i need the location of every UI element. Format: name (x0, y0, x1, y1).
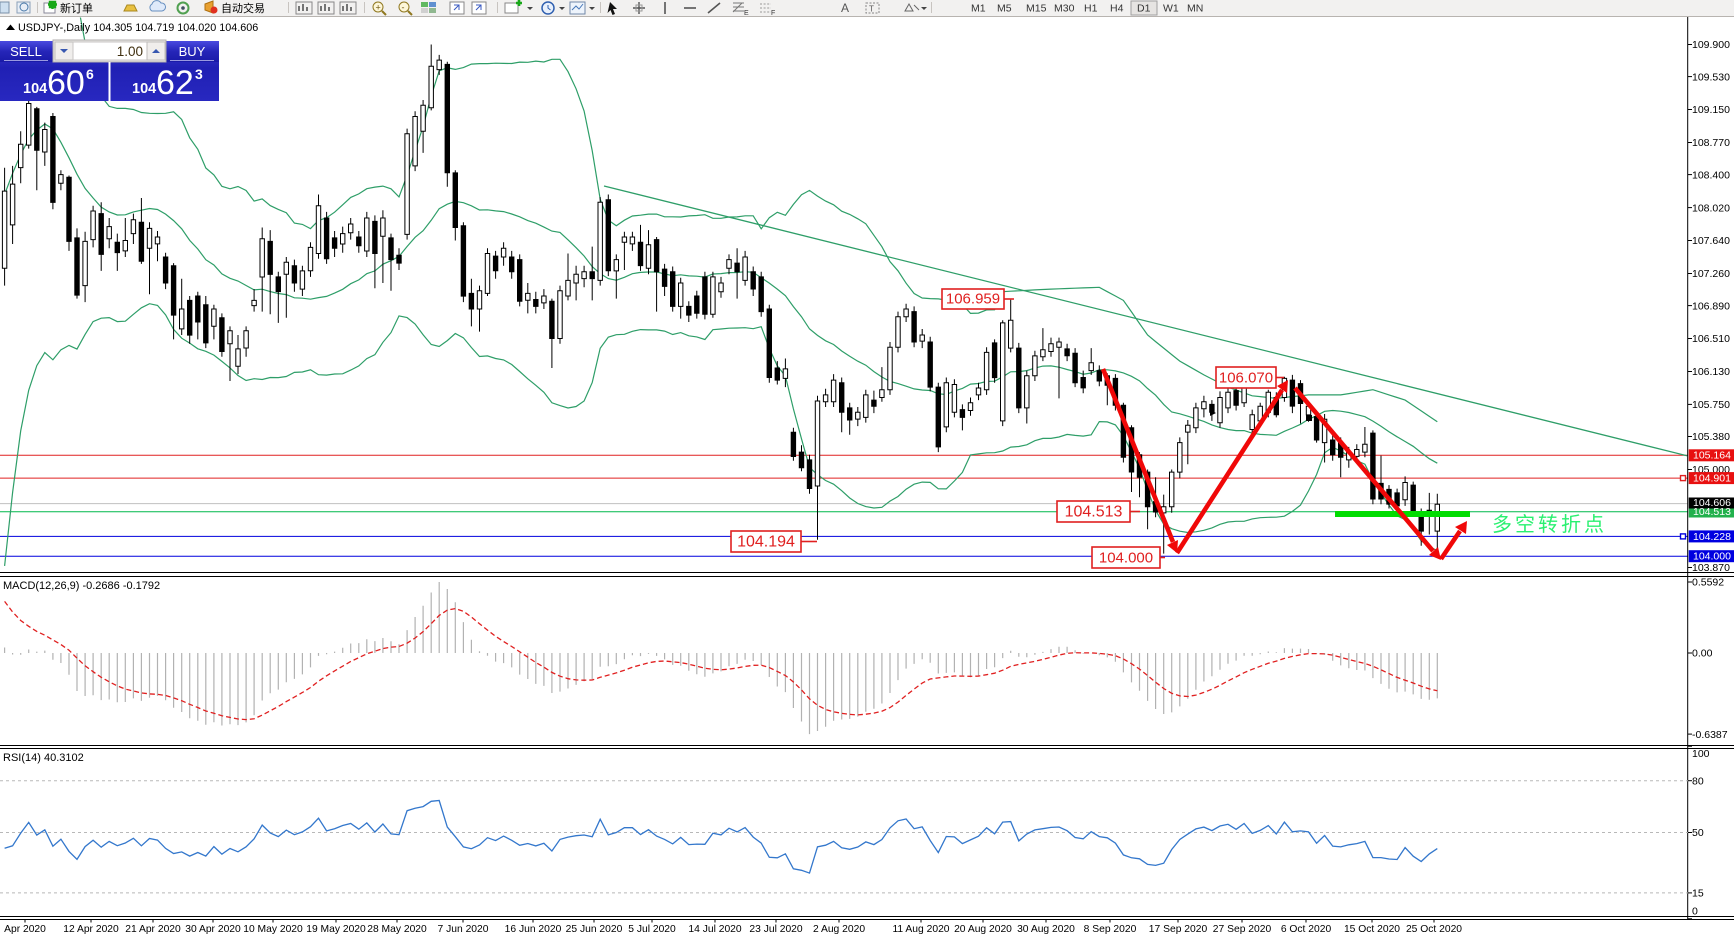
svg-text:25 Jun 2020: 25 Jun 2020 (566, 924, 623, 935)
svg-text:106.130: 106.130 (1692, 366, 1730, 378)
svg-text:104.606: 104.606 (1693, 497, 1731, 509)
svg-text:30 Apr 2020: 30 Apr 2020 (185, 924, 241, 935)
svg-text:M15: M15 (1026, 3, 1047, 15)
svg-text:27 Sep 2020: 27 Sep 2020 (1213, 924, 1272, 935)
svg-text:1.00: 1.00 (117, 44, 143, 59)
svg-text:USDJPY-,Daily 104.305 104.719: USDJPY-,Daily 104.305 104.719 104.020 10… (18, 22, 258, 34)
svg-text:60: 60 (47, 64, 85, 102)
svg-text:0.00: 0.00 (1692, 648, 1713, 660)
svg-text:0: 0 (1692, 906, 1698, 918)
svg-text:109.900: 109.900 (1692, 39, 1730, 51)
svg-text:6 Oct 2020: 6 Oct 2020 (1281, 924, 1332, 935)
svg-text:MACD(12,26,9) -0.2686 -0.1792: MACD(12,26,9) -0.2686 -0.1792 (3, 580, 160, 592)
svg-text:A: A (841, 1, 849, 15)
svg-text:104.000: 104.000 (1693, 551, 1731, 563)
svg-text:17 Sep 2020: 17 Sep 2020 (1149, 924, 1208, 935)
svg-text:104: 104 (132, 81, 156, 97)
svg-text:104: 104 (23, 81, 47, 97)
svg-text:28 May 2020: 28 May 2020 (367, 924, 427, 935)
svg-text:3: 3 (195, 66, 203, 82)
svg-text:107.640: 107.640 (1692, 235, 1730, 247)
svg-text:12 Apr 2020: 12 Apr 2020 (63, 924, 119, 935)
svg-text:23 Jul 2020: 23 Jul 2020 (749, 924, 803, 935)
svg-text:H1: H1 (1084, 3, 1098, 15)
svg-text:BUY: BUY (179, 44, 206, 59)
svg-text:RSI(14) 40.3102: RSI(14) 40.3102 (3, 752, 84, 764)
svg-text:104.513: 104.513 (1693, 506, 1731, 518)
svg-text:104.513: 104.513 (1065, 504, 1123, 521)
svg-text:105.164: 105.164 (1693, 450, 1731, 462)
svg-text:20 Aug 2020: 20 Aug 2020 (954, 924, 1012, 935)
svg-text:108.020: 108.020 (1692, 202, 1730, 214)
svg-text:109.150: 109.150 (1692, 104, 1730, 116)
svg-text:M30: M30 (1054, 3, 1075, 15)
svg-text:25 Oct 2020: 25 Oct 2020 (1406, 924, 1462, 935)
svg-text:8 Sep 2020: 8 Sep 2020 (1084, 924, 1137, 935)
svg-text:106.959: 106.959 (946, 291, 1000, 308)
svg-text:16 Jun 2020: 16 Jun 2020 (505, 924, 562, 935)
svg-text:104.194: 104.194 (737, 534, 795, 551)
svg-text:19 May 2020: 19 May 2020 (306, 924, 366, 935)
svg-text:11 Aug 2020: 11 Aug 2020 (892, 924, 949, 935)
svg-text:15: 15 (1692, 888, 1704, 900)
svg-text:108.770: 108.770 (1692, 137, 1730, 149)
svg-text:50: 50 (1692, 827, 1704, 839)
svg-text:MN: MN (1187, 3, 1203, 15)
svg-text:106.070: 106.070 (1219, 370, 1273, 387)
svg-text:62: 62 (156, 64, 194, 102)
svg-text:109.530: 109.530 (1692, 71, 1730, 83)
svg-text:107.260: 107.260 (1692, 268, 1730, 280)
svg-text:+: + (376, 3, 381, 13)
svg-text:100: 100 (1692, 748, 1710, 760)
svg-text:30 Aug 2020: 30 Aug 2020 (1017, 924, 1075, 935)
svg-text:7 Jun 2020: 7 Jun 2020 (438, 924, 489, 935)
svg-text:104.901: 104.901 (1693, 473, 1731, 485)
svg-text:103.870: 103.870 (1692, 562, 1730, 574)
svg-text:5 Jul 2020: 5 Jul 2020 (628, 924, 676, 935)
svg-text:-0.6387: -0.6387 (1692, 729, 1728, 741)
svg-text:W1: W1 (1163, 3, 1179, 15)
svg-text:2 Aug 2020: 2 Aug 2020 (813, 924, 865, 935)
svg-text:105.380: 105.380 (1692, 431, 1730, 443)
svg-text:M1: M1 (971, 3, 986, 15)
svg-text:E: E (744, 10, 749, 17)
svg-text:H4: H4 (1110, 3, 1124, 15)
svg-text:D1: D1 (1137, 3, 1151, 15)
svg-text:6: 6 (86, 66, 94, 82)
svg-text:104.000: 104.000 (1099, 550, 1153, 567)
svg-text:新订单: 新订单 (60, 1, 93, 15)
svg-text:多空转折点: 多空转折点 (1492, 513, 1607, 536)
svg-text:21 Apr 2020: 21 Apr 2020 (125, 924, 181, 935)
svg-text:105.750: 105.750 (1692, 399, 1730, 411)
svg-text:0.5592: 0.5592 (1692, 577, 1724, 589)
svg-text:106.510: 106.510 (1692, 333, 1730, 345)
svg-text:10 May 2020: 10 May 2020 (243, 924, 303, 935)
svg-text:M5: M5 (997, 3, 1012, 15)
svg-text:-: - (402, 3, 405, 13)
svg-text:Apr 2020: Apr 2020 (4, 924, 46, 935)
svg-text:106.890: 106.890 (1692, 300, 1730, 312)
svg-text:T: T (869, 5, 874, 14)
svg-text:15 Oct 2020: 15 Oct 2020 (1344, 924, 1400, 935)
svg-text:104.228: 104.228 (1693, 531, 1731, 543)
svg-text:F: F (771, 10, 775, 17)
svg-text:SELL: SELL (10, 44, 42, 59)
svg-text:14 Jul 2020: 14 Jul 2020 (688, 924, 742, 935)
svg-text:80: 80 (1692, 775, 1704, 787)
svg-text:108.400: 108.400 (1692, 169, 1730, 181)
svg-text:自动交易: 自动交易 (221, 1, 265, 15)
